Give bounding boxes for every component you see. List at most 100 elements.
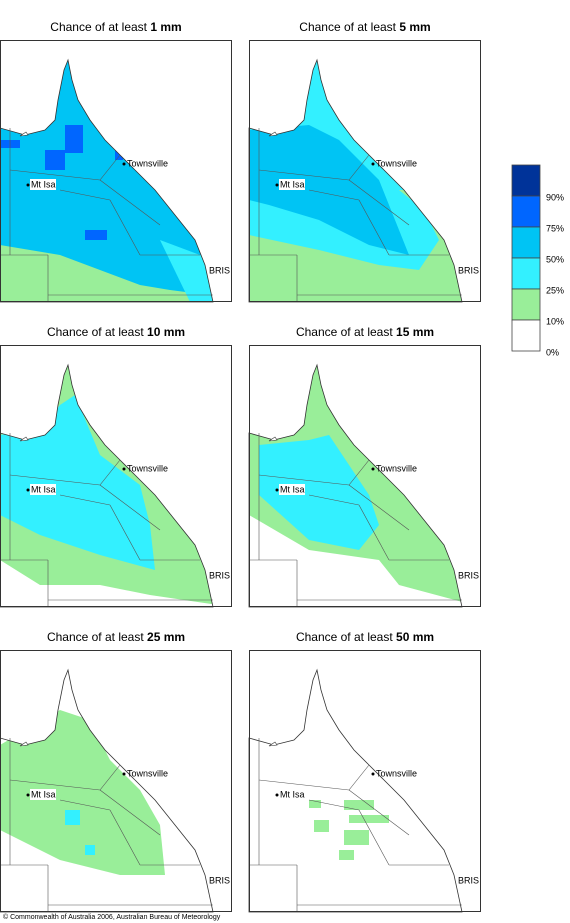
map-panel: Chance of at least 1 mm Townsville Mt Isa B… <box>0 20 232 303</box>
place-label: Mt Isa <box>280 789 305 799</box>
place-bg <box>30 484 56 495</box>
place-label: Townsville <box>376 768 417 778</box>
legend-swatch <box>511 288 541 321</box>
border <box>9 474 101 486</box>
place-label: BRIS <box>458 265 479 275</box>
panel-title: Chance of at least 25 mm <box>47 630 185 644</box>
coastline <box>0 58 214 303</box>
town-dot <box>122 162 126 166</box>
coastline <box>248 58 463 303</box>
place-label: Mt Isa <box>31 789 56 799</box>
place-bg <box>208 265 230 276</box>
island <box>19 741 29 747</box>
place-label: BRIS <box>209 875 230 885</box>
map-panel: Chance of at least 10 mm Townsville Mt Isa… <box>0 325 232 608</box>
place-bg <box>30 179 56 190</box>
place-bg <box>208 570 230 581</box>
place-bg <box>279 789 305 800</box>
rain-zone <box>249 670 462 912</box>
title-text: Chance of at least <box>296 325 393 339</box>
place-label: Townsville <box>127 463 168 473</box>
place-bg <box>457 875 479 886</box>
place-label: Mt Isa <box>31 484 56 494</box>
coastline <box>0 668 214 913</box>
border <box>109 504 141 561</box>
legend-label: 25% <box>546 285 564 295</box>
border <box>308 189 360 201</box>
legend-swatch <box>511 226 541 259</box>
rain-zones <box>249 60 462 302</box>
place-label: BRIS <box>209 265 230 275</box>
rain-zones <box>249 670 462 912</box>
town-dot <box>26 793 30 797</box>
place-label: Townsville <box>376 158 417 168</box>
border <box>358 199 390 256</box>
rain-zone <box>160 240 213 302</box>
title-amount: 15 mm <box>396 325 434 339</box>
title-text: Chance of at least <box>296 630 393 644</box>
border <box>358 809 390 866</box>
rain-zone <box>45 150 65 170</box>
legend-label: 10% <box>546 316 564 326</box>
border <box>308 799 360 811</box>
rain-zone <box>259 435 379 550</box>
rain-zone <box>349 815 389 823</box>
border <box>348 764 370 791</box>
rain-zones <box>0 60 213 302</box>
rain-zone <box>249 125 409 255</box>
place-bg <box>279 484 305 495</box>
border <box>59 799 111 811</box>
border <box>99 179 161 226</box>
border <box>59 189 111 201</box>
legend-swatch <box>511 257 541 290</box>
coastline <box>0 363 214 608</box>
rain-zones <box>0 670 213 912</box>
town-dot <box>275 793 279 797</box>
border <box>348 484 410 531</box>
town-dot <box>371 162 375 166</box>
legend-swatch <box>511 195 541 228</box>
rain-zone <box>339 850 354 860</box>
place-label: BRIS <box>209 570 230 580</box>
town-dot <box>26 488 30 492</box>
border <box>109 809 141 866</box>
border <box>99 484 161 531</box>
border <box>99 459 121 486</box>
place-label: Mt Isa <box>280 179 305 189</box>
border <box>258 779 350 791</box>
border <box>348 459 370 486</box>
legend-label: 90% <box>546 192 564 202</box>
border <box>59 494 111 506</box>
panel-title: Chance of at least 5 mm <box>299 20 430 34</box>
place-label: BRIS <box>458 570 479 580</box>
border <box>258 474 350 486</box>
rain-zone <box>314 820 329 832</box>
town-dot <box>371 772 375 776</box>
rain-zones <box>249 365 462 607</box>
map-panel: Chance of at least 25 mm Townsville Mt Isa… <box>0 630 232 913</box>
place-label: Townsville <box>376 463 417 473</box>
panel-title: Chance of at least 1 mm <box>50 20 181 34</box>
rain-zone <box>249 190 462 302</box>
map-panel: Chance of at least 50 mm Townsville Mt Isa… <box>248 630 481 913</box>
place-bg <box>279 179 305 190</box>
panel-title: Chance of at least 10 mm <box>47 325 185 339</box>
border <box>348 789 410 836</box>
panel-title: Chance of at least 50 mm <box>296 630 434 644</box>
legend-swatch <box>511 319 541 352</box>
panel-frame <box>249 40 481 302</box>
title-amount: 5 mm <box>399 20 430 34</box>
border <box>99 764 121 791</box>
island <box>19 131 29 137</box>
border <box>9 779 101 791</box>
legend-label: 75% <box>546 223 564 233</box>
border <box>258 169 350 181</box>
island <box>268 436 278 442</box>
border <box>99 154 121 181</box>
title-text: Chance of at least <box>47 630 144 644</box>
border <box>308 494 360 506</box>
place-bg <box>30 789 56 800</box>
title-amount: 1 mm <box>150 20 181 34</box>
rain-zone <box>0 710 165 875</box>
